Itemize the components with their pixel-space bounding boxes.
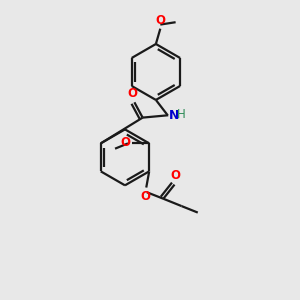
Text: O: O [171, 169, 181, 182]
Text: O: O [155, 14, 165, 27]
Text: O: O [121, 136, 130, 149]
Text: O: O [128, 87, 138, 100]
Text: H: H [177, 108, 186, 121]
Text: N: N [169, 109, 179, 122]
Text: O: O [140, 190, 150, 203]
